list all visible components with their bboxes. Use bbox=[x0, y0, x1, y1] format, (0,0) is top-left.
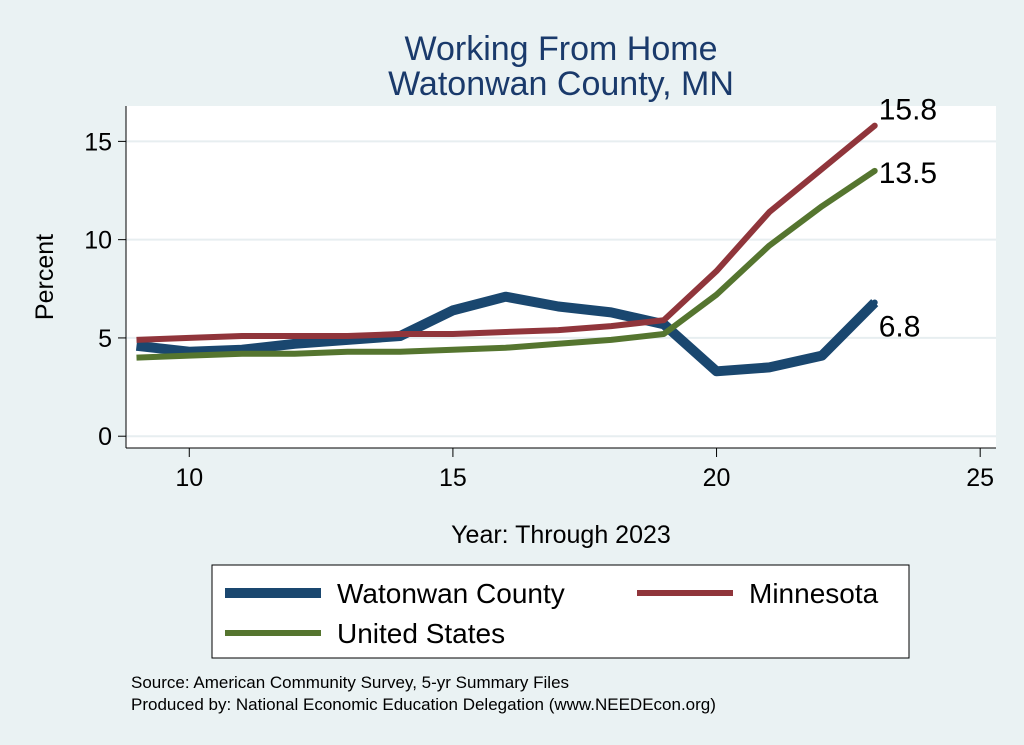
legend-item-united-states: United States bbox=[225, 618, 505, 649]
chart-title-line-1: Working From Home bbox=[405, 30, 718, 68]
chart-title-line-2: Watonwan County, MN bbox=[388, 65, 734, 103]
source-note: Source: American Community Survey, 5-yr … bbox=[131, 673, 569, 692]
series-line-minnesota bbox=[136, 123, 877, 343]
x-tick-label-25: 25 bbox=[966, 464, 994, 492]
end-label-watonwan-county: 6.8 bbox=[879, 311, 921, 344]
legend-item-minnesota: Minnesota bbox=[637, 578, 879, 609]
x-tick-label-10: 10 bbox=[175, 464, 203, 492]
series-line-united-states bbox=[136, 168, 877, 361]
series-lines bbox=[135, 122, 879, 377]
x-axis-title: Year: Through 2023 bbox=[451, 521, 671, 549]
legend-box bbox=[211, 564, 910, 659]
series-line-watonwan-county bbox=[135, 291, 879, 377]
produced-by-note: Produced by: National Economic Education… bbox=[131, 695, 716, 714]
series-end-point-watonwan-county bbox=[871, 299, 878, 306]
axes: 0 5 10 15 10 15 20 25 bbox=[84, 106, 996, 492]
series-end-point-minnesota bbox=[871, 122, 878, 129]
y-axis-title: Percent bbox=[31, 234, 59, 320]
legend-label-minnesota: Minnesota bbox=[749, 578, 879, 609]
y-tick-label-0: 0 bbox=[98, 423, 112, 451]
end-label-united-states: 13.5 bbox=[879, 157, 937, 190]
y-tick-label-15: 15 bbox=[84, 128, 112, 156]
x-tick-label-15: 15 bbox=[439, 464, 467, 492]
plot-area bbox=[126, 106, 996, 448]
x-tick-label-20: 20 bbox=[703, 464, 731, 492]
legend-label-watonwan-county: Watonwan County bbox=[337, 578, 565, 609]
series-end-point-united-states bbox=[871, 167, 878, 174]
legend-item-watonwan-county: Watonwan County bbox=[225, 578, 565, 609]
end-label-minnesota: 15.8 bbox=[879, 94, 937, 127]
end-labels: 6.8 15.8 13.5 bbox=[879, 94, 937, 344]
y-tick-label-5: 5 bbox=[98, 325, 112, 353]
legend-label-united-states: United States bbox=[337, 618, 505, 649]
y-tick-label-10: 10 bbox=[84, 227, 112, 255]
